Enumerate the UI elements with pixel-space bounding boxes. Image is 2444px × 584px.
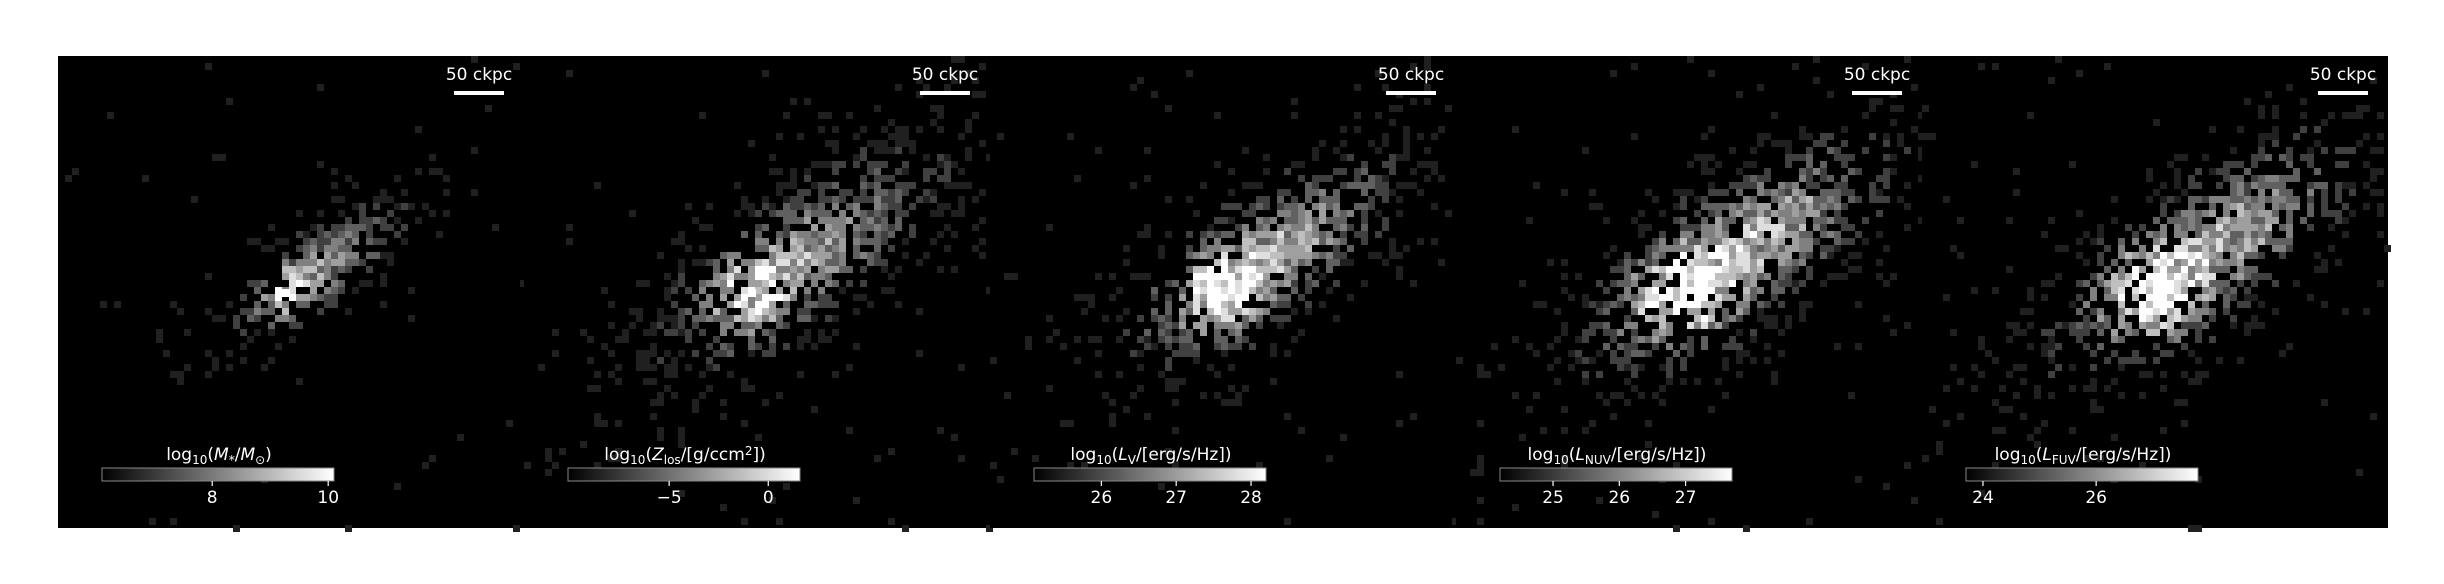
image-pixels [1179,203,1333,336]
colorbar-label-part: /[erg/s/Hz]) [2076,445,2172,465]
colorbar-tick-label: 27 [1165,488,1187,508]
colorbar-label-part: M [240,445,255,465]
colorbar [567,467,801,482]
scalebar-label: 50 ckpc [912,65,978,85]
colorbar-label-part: Z [651,445,664,465]
image-pixels [1123,154,1396,371]
colorbar-label-part: los [664,453,681,467]
image-pixels [524,56,993,532]
colorbar [1965,467,2199,482]
colorbar-label-part: /[erg/s/Hz]) [1136,445,1232,465]
image-pixels [1617,168,1841,350]
panel: 50 ckpc log10(Zlos/[g/ccm2]) −5 0 [524,56,993,532]
image-core [748,289,756,297]
image-pixels [1193,231,1284,322]
colorbar-tick-label: 26 [1091,488,1113,508]
colorbar-tick-label: 25 [1542,488,1564,508]
image-core [282,289,290,297]
colorbar-label-part: 10 [2021,453,2036,467]
colorbar-label-part: FUV [2052,453,2077,467]
colorbar-label-part: ⊙ [255,453,265,467]
colorbar-label-part: ]) [752,445,765,465]
colorbar-tick-label: 26 [1608,488,1630,508]
image-pixels [1193,252,1263,315]
image-pixels [1456,56,1925,532]
colorbar-tick-label: 0 [763,488,774,508]
colorbar-tick-label: −5 [657,488,682,508]
colorbar-label: log10(M*/M⊙) [166,445,272,467]
colorbar [101,467,335,482]
colorbar-label-part: ( [645,445,652,465]
colorbar-label-part: L [1118,445,1127,465]
colorbar-tick-label: 10 [317,488,339,508]
image-pixels [1631,189,1820,343]
colorbar-label-part: log [1528,445,1554,465]
colorbar-label: log10(LV/[erg/s/Hz]) [1070,445,1231,467]
colorbar-label-part: / [235,445,241,465]
colorbar-label-part: ( [2036,445,2043,465]
image-pixels [727,252,811,322]
colorbar-label-part: 10 [630,453,645,467]
scalebar-label: 50 ckpc [1378,65,1444,85]
colorbar-label-part: ) [265,445,272,465]
colorbar-tick-label: 8 [207,488,218,508]
colorbar-label-part: * [229,453,235,467]
image-pixels [2083,175,2314,343]
image-pixels [1179,189,1354,336]
image-pixels [2041,126,2356,378]
colorbar [1033,467,1267,482]
image-pixels [1645,231,1757,322]
colorbar-label-part: 10 [1553,453,1568,467]
scalebar-label: 50 ckpc [2310,65,2376,85]
colorbar-label-part: 10 [1096,453,1111,467]
colorbar-label-part: L [2042,445,2051,465]
colorbar-tick-label: 24 [1972,488,1994,508]
colorbar-label-part: L [1575,445,1584,465]
colorbar-tick-label: 26 [2085,488,2107,508]
colorbar-label-part: log [1070,445,1096,465]
panel: 50 ckpc log10(LNUV/[erg/s/Hz]) 25 26 27 [1456,56,1925,532]
image-pixels [289,273,310,294]
colorbar-label-part: 2 [745,444,753,458]
colorbar-label-part: log [166,445,192,465]
image-pixels [2118,252,2209,322]
colorbar-label-part: M [214,445,229,465]
image-pixels [657,147,951,371]
colorbar-tick-label: 27 [1675,488,1697,508]
colorbar-label-part: ( [1569,445,1576,465]
image-pixels [990,56,1459,525]
colorbar-label-part: ( [1112,445,1119,465]
image-pixels [1575,133,1911,378]
colorbar-label-part: /[erg/s/Hz]) [1611,445,1707,465]
colorbar-label-part: V [1128,453,1137,467]
colorbar-label-part: log [1995,445,2021,465]
image-pixels [233,203,408,336]
colorbar-label: log10(LNUV/[erg/s/Hz]) [1528,445,1707,467]
image-pixels [254,231,359,322]
scalebar-label: 50 ckpc [446,65,512,85]
colorbar-label-part: ( [207,445,214,465]
colorbar-label-part: 10 [192,453,207,467]
colorbar-label: log10(LFUV/[erg/s/Hz]) [1995,445,2172,467]
colorbar-tick-label: 28 [1240,488,1262,508]
colorbar [1499,467,1733,482]
panel: 50 ckpc log10(LFUV/[erg/s/Hz]) 24 26 [1922,56,2391,532]
scalebar-label: 50 ckpc [1844,65,1910,85]
colorbar-label-part: /[g/ccm [681,445,745,465]
colorbar-label-part: log [604,445,630,465]
panel: 50 ckpc log10(LV/[erg/s/Hz]) 26 27 28 [990,56,1459,528]
colorbar-label-part: NUV [1585,453,1612,467]
image-pixels [2111,203,2272,336]
colorbar-label: log10(Zlos/[g/ccm2]) [604,444,765,466]
image-pixels [685,168,902,357]
image-pixels [275,259,324,315]
